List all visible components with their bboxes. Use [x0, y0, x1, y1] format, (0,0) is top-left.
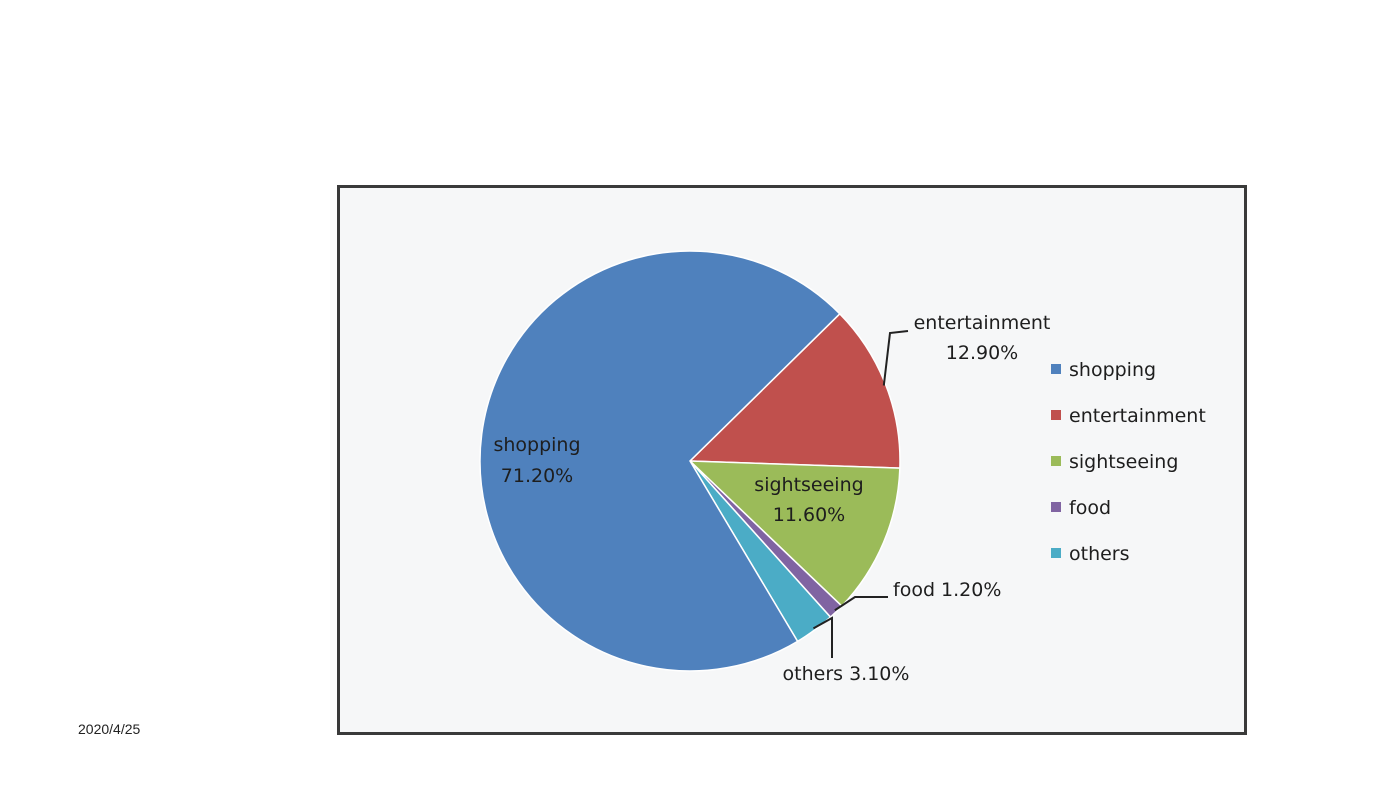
pie-slice-shopping [479, 250, 841, 672]
legend-label-food: food [1069, 497, 1111, 519]
data-label-shopping: 71.20% [501, 465, 573, 487]
data-label-sightseeing: sightseeing [754, 474, 863, 496]
leader-line-food [834, 596, 888, 612]
data-label-entertainment: 12.90% [946, 342, 1018, 364]
pie-chart: shopping 71.20% entertainment 12.90% sightse… [479, 250, 1206, 685]
data-label-sightseeing: 11.60% [773, 504, 845, 526]
chart-frame: shopping 71.20% entertainment 12.90% sightse… [337, 185, 1247, 735]
legend-label-entertainment: entertainment [1069, 405, 1206, 427]
data-label-shopping: shopping [493, 434, 580, 456]
data-label-entertainment: entertainment [914, 312, 1051, 334]
leader-line-others [812, 616, 833, 658]
data-label-others: others 3.10% [783, 663, 910, 685]
leader-line-entertainment [882, 330, 909, 386]
legend-swatch-entertainment [1051, 410, 1061, 420]
legend-swatch-sightseeing [1051, 456, 1061, 466]
legend-swatch-food [1051, 502, 1061, 512]
legend-swatch-others [1051, 548, 1061, 558]
footer-date: 2020/4/25 [78, 721, 141, 737]
pie-slice-entertainment [688, 312, 901, 469]
pie-slice-sightseeing [688, 460, 901, 608]
legend-label-others: others [1069, 543, 1130, 565]
legend-swatch-shopping [1051, 364, 1061, 374]
legend-label-shopping: shopping [1069, 359, 1156, 381]
data-label-food: food 1.20% [893, 579, 1001, 601]
legend-label-sightseeing: sightseeing [1069, 451, 1178, 473]
